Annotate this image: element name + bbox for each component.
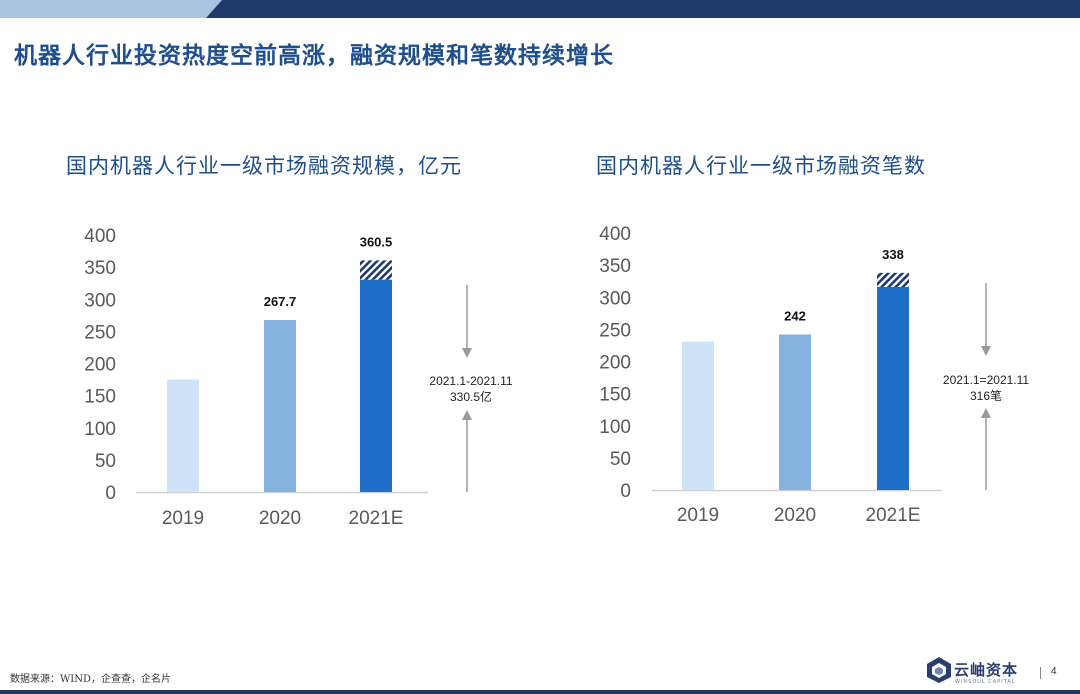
chart1-category-2020: 2020 — [259, 508, 301, 529]
chart1-ytick-100: 100 — [84, 419, 116, 440]
page-number: 4 — [1051, 666, 1057, 677]
top-banner-dark — [206, 0, 1080, 18]
bottom-border — [0, 690, 1080, 694]
chart2-bar-2019 — [682, 341, 714, 490]
chart1-title: 国内机器人行业一级市场融资规模，亿元 — [66, 154, 462, 178]
chart1-ytick-400: 400 — [84, 226, 116, 247]
chart1-data-label-2020: 267.7 — [264, 294, 297, 309]
chart1-annotation-line1: 2021.1-2021.11 — [429, 374, 513, 388]
chart2-annotation-line2: 316笔 — [969, 389, 1003, 403]
chart2-bar-2020 — [779, 334, 811, 490]
chart2-ytick-0: 0 — [620, 481, 631, 502]
chart2-category-2020: 2020 — [774, 505, 816, 526]
chart2-ytick-300: 300 — [599, 288, 631, 309]
chart2-category-2019: 2019 — [677, 505, 719, 526]
logo-subtext: WINSOUL CAPITAL — [955, 679, 1016, 685]
chart1-category-2021E: 2021E — [349, 508, 404, 529]
chart2-ytick-50: 50 — [610, 449, 631, 470]
chart2-annotation: 2021.1=2021.11 316笔 — [926, 372, 1046, 404]
chart1-bar-2019 — [167, 379, 199, 492]
chart1-annotation: 2021.1-2021.11 330.5亿 — [411, 373, 531, 405]
chart2-category-2021E: 2021E — [866, 505, 921, 526]
chart1-data-label-2021E: 360.5 — [360, 234, 393, 249]
chart1-bar-2021E — [360, 279, 392, 492]
chart2-bar-2021E-estimate — [877, 272, 909, 287]
chart2-annotation-line1: 2021.1=2021.11 — [942, 373, 1030, 387]
top-banner-light — [0, 0, 222, 18]
chart2: 0 50 100 150 200 250 300 350 400 2019 242 2020 338 20… — [599, 224, 991, 526]
chart2-ytick-400: 400 — [599, 224, 631, 245]
chart1-annotation-line2: 330.5亿 — [449, 390, 493, 404]
chart2-title: 国内机器人行业一级市场融资笔数 — [596, 154, 926, 178]
page-title: 机器人行业投资热度空前高涨，融资规模和笔数持续增长 — [14, 42, 614, 69]
logo-text: 云岫资本 — [954, 661, 1019, 679]
chart1-ytick-300: 300 — [84, 290, 116, 311]
chart2-ytick-200: 200 — [599, 353, 631, 374]
chart2-ytick-250: 250 — [599, 320, 631, 341]
chart1-ytick-250: 250 — [84, 322, 116, 343]
chart2-data-label-2021E: 338 — [882, 247, 904, 262]
chart1-bar-2021E-estimate — [360, 260, 392, 280]
chart2-bar-2021E — [877, 286, 909, 490]
chart1-ytick-150: 150 — [84, 387, 116, 408]
chart2-data-label-2020: 242 — [784, 309, 806, 324]
top-banner — [0, 0, 1080, 18]
chart1-bar-2020 — [264, 320, 296, 492]
chart1-category-2019: 2019 — [162, 508, 204, 529]
chart1: 0 50 100 150 200 250 300 350 400 2019 267.7 2020 360… — [84, 226, 472, 529]
chart1-ytick-0: 0 — [105, 483, 116, 504]
chart1-ytick-50: 50 — [95, 451, 116, 472]
chart2-ytick-100: 100 — [599, 417, 631, 438]
chart1-ytick-200: 200 — [84, 355, 116, 376]
chart2-ytick-350: 350 — [599, 256, 631, 277]
chart1-ytick-350: 350 — [84, 258, 116, 279]
page-separator — [1040, 667, 1041, 679]
logo-icon — [927, 657, 951, 683]
chart2-ytick-150: 150 — [599, 385, 631, 406]
data-source: 数据来源：WIND，企查查，企名片 — [10, 674, 171, 685]
